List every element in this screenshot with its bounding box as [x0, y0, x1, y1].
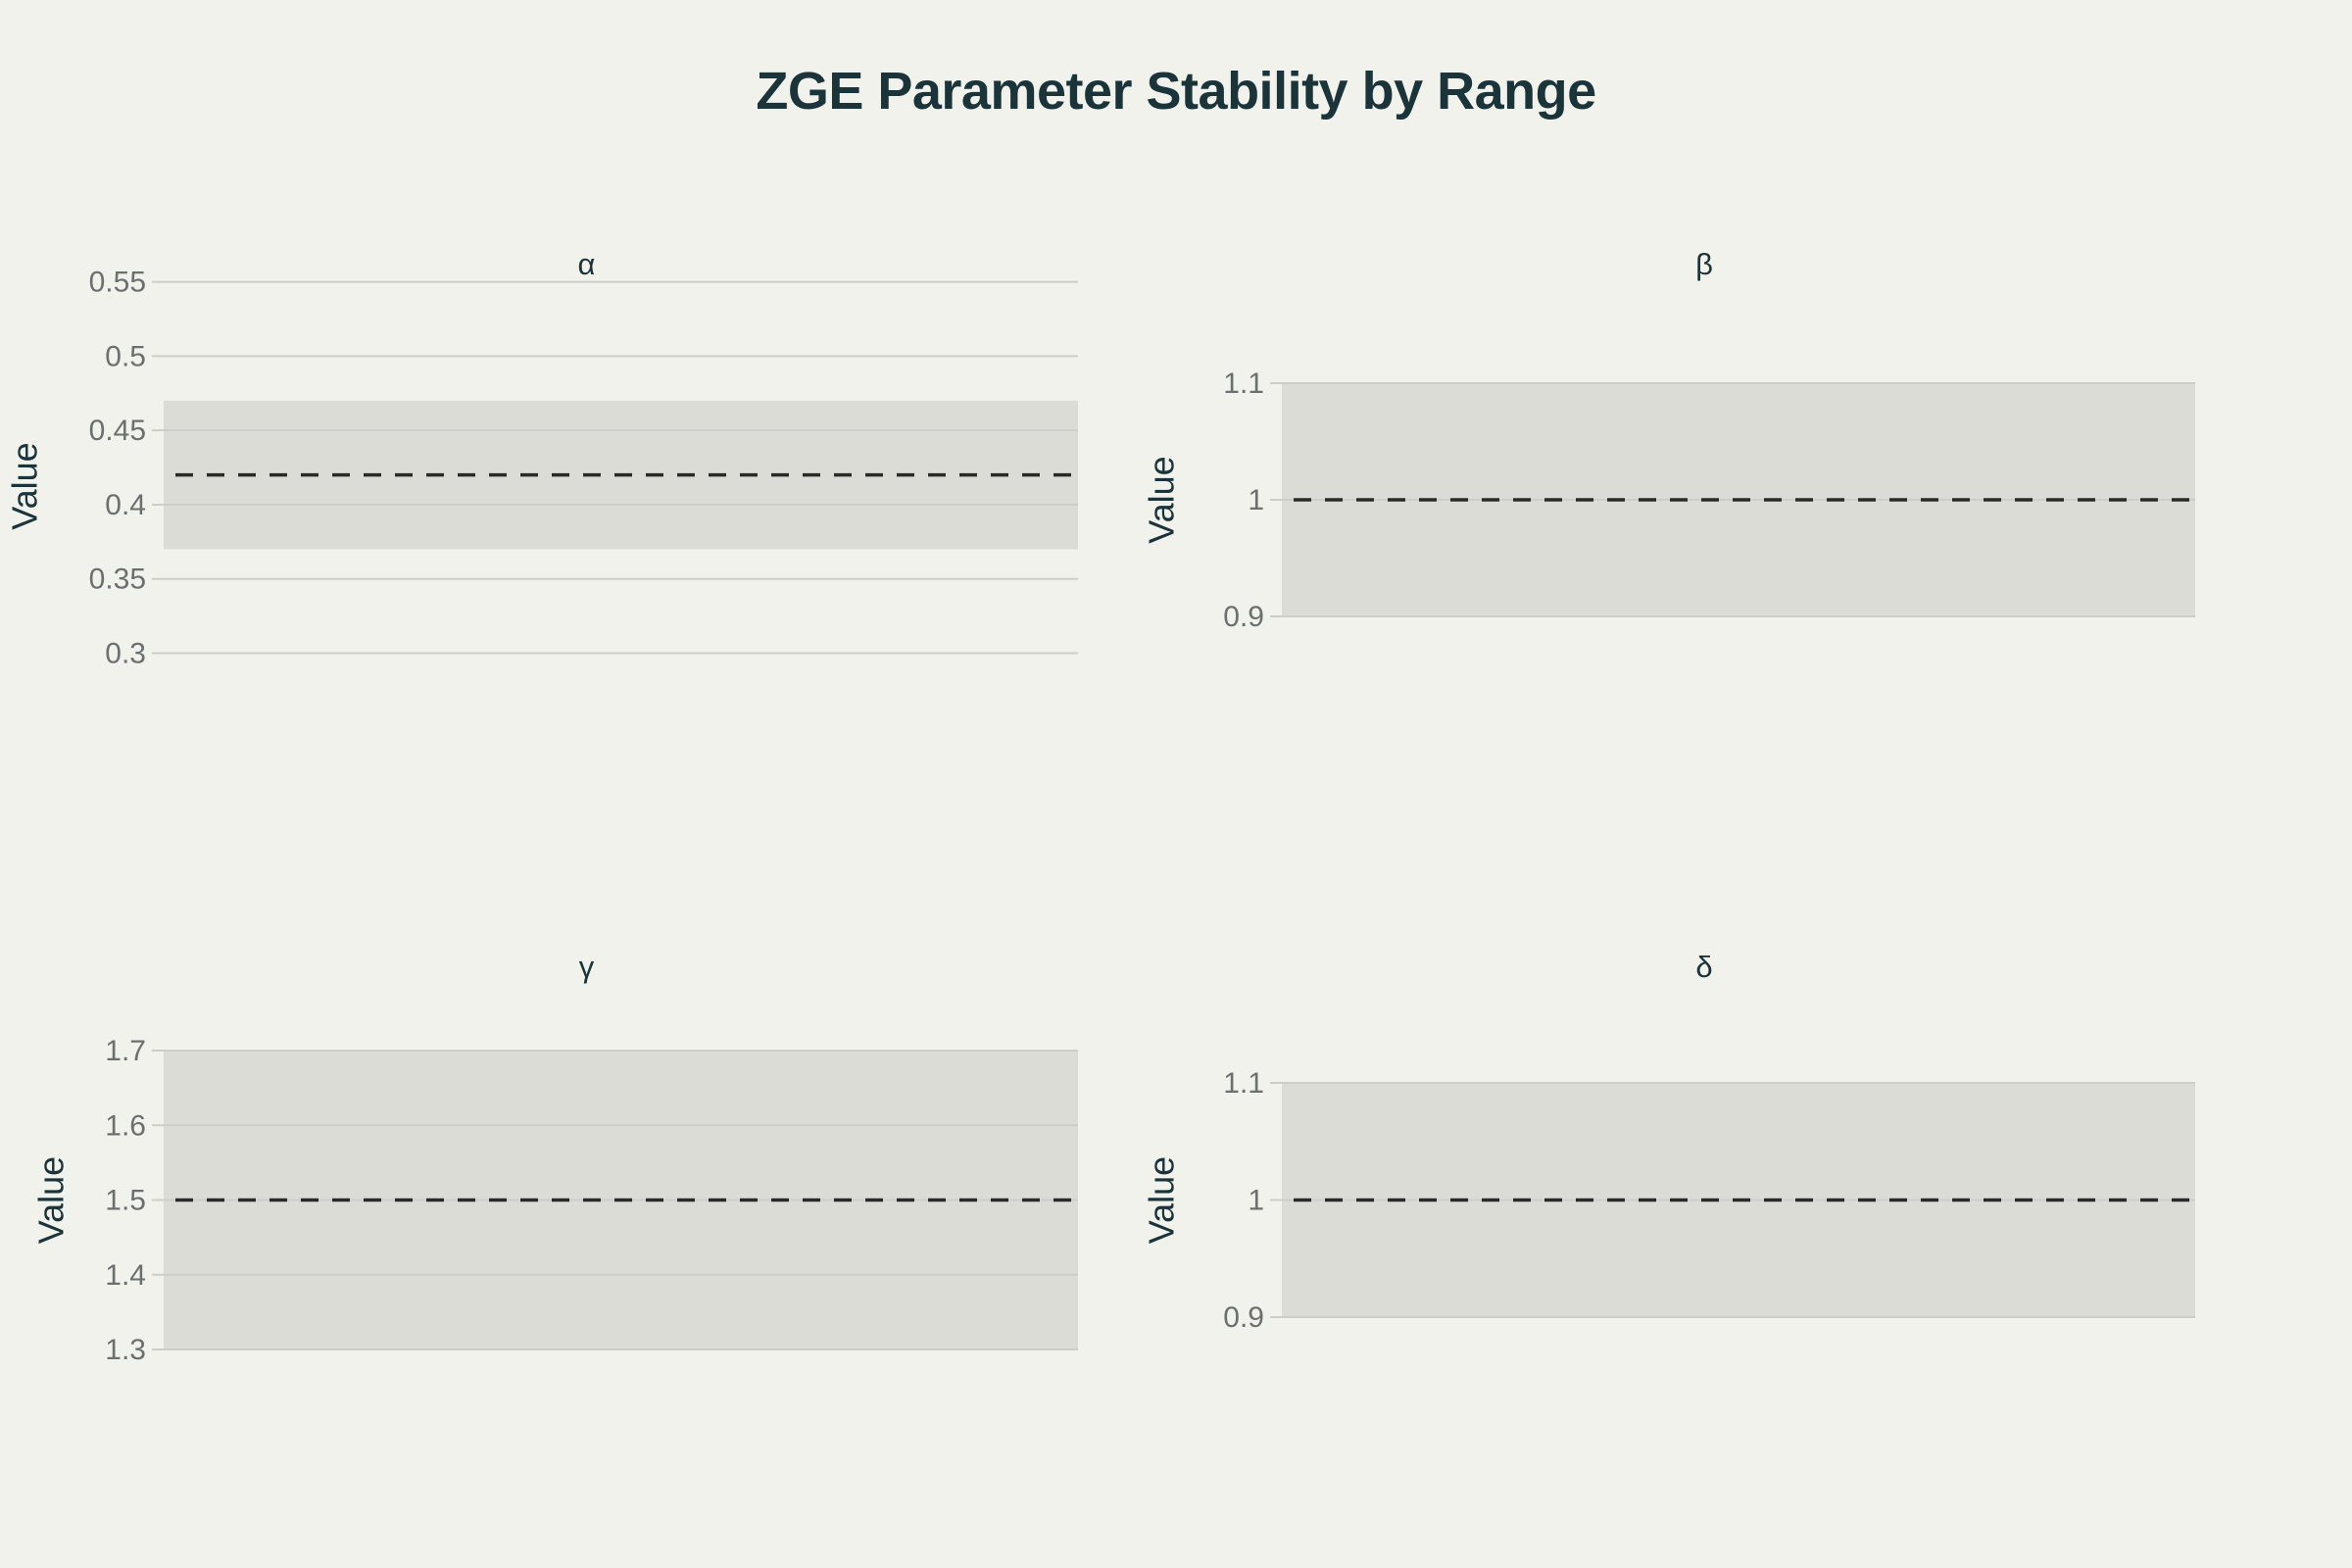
chart-title: ZGE Parameter Stability by Range: [756, 62, 1596, 121]
y-axis-title: Value: [1142, 1156, 1182, 1244]
y-tick-label: 1.4: [105, 1259, 146, 1292]
subplot-delta: 0.9 1 1.1 δ Value: [1142, 950, 2195, 1334]
y-tick-label: 0.55: [89, 267, 146, 299]
y-tick-label: 1: [1248, 1185, 1264, 1217]
y-tick-label: 1.7: [105, 1035, 146, 1067]
y-tick-label: 1.6: [105, 1109, 146, 1142]
subplot-gamma: 1.3 1.4 1.5 1.6 1.7 γ Value: [31, 950, 1078, 1366]
y-tick-label: 0.35: [89, 564, 146, 596]
y-tick-label: 0.3: [105, 638, 146, 670]
y-tick-label: 1.3: [105, 1334, 146, 1366]
y-tick-label: 0.9: [1223, 1301, 1264, 1334]
y-axis-title: Value: [5, 442, 45, 529]
subplot-title: α: [578, 247, 596, 281]
y-tick-label: 1.5: [105, 1185, 146, 1217]
subplot-title: β: [1695, 247, 1713, 281]
subplot-alpha: 0.3 0.35 0.4 0.45 0.5 0.55 α Value: [5, 247, 1078, 670]
y-tick-label: 0.45: [89, 415, 146, 447]
subplot-beta: 0.9 1 1.1 β Value: [1142, 247, 2195, 633]
y-tick-label: 0.5: [105, 340, 146, 372]
subplot-title: γ: [579, 950, 595, 984]
y-tick-label: 1.1: [1223, 1067, 1264, 1100]
y-tick-label: 0.4: [105, 489, 146, 521]
y-axis-title: Value: [1142, 456, 1182, 543]
y-tick-label: 1: [1248, 484, 1264, 516]
y-axis-title: Value: [31, 1156, 72, 1244]
y-tick-label: 1.1: [1223, 368, 1264, 400]
y-tick-label: 0.9: [1223, 601, 1264, 633]
subplot-title: δ: [1695, 950, 1712, 984]
